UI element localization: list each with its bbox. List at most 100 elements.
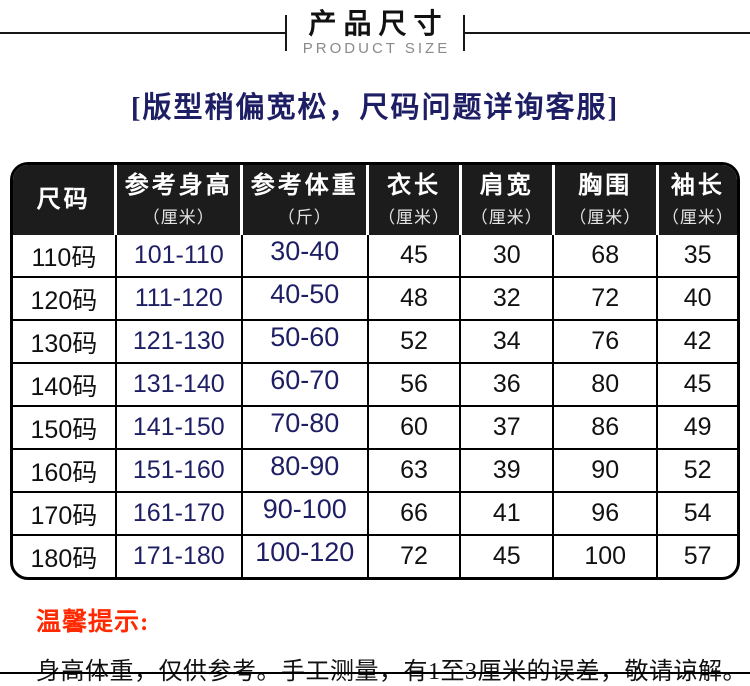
table-row: 120码 111-120 40-50 48 32 72 40 bbox=[13, 272, 737, 321]
cell: 48 bbox=[366, 276, 462, 321]
cell: 32 bbox=[459, 276, 555, 321]
table-row: 110码 101-110 30-40 45 30 68 35 bbox=[13, 231, 737, 278]
cell: 180码 bbox=[13, 534, 117, 577]
column-header: 尺码 bbox=[13, 165, 116, 235]
table-body: 110码 101-110 30-40 45 30 68 35 120码 111-120 40-50… bbox=[13, 231, 737, 577]
table-row: 150码 141-150 70-80 60 37 86 49 bbox=[13, 401, 737, 450]
column-header: 胸围 （厘米） bbox=[551, 165, 658, 235]
cell: 80 bbox=[552, 362, 659, 407]
cell: 171-180 bbox=[114, 534, 243, 577]
size-table-container: 尺码 参考身高 （厘米） 参考体重 （斤） 衣长 （厘米） 肩宽 （厘米） 胸围 （厘米） 袖长 （厘米… bbox=[10, 162, 740, 580]
page-subtitle: PRODUCT SIZE bbox=[302, 39, 451, 57]
cell: 57 bbox=[656, 534, 737, 577]
header-rule-left bbox=[0, 32, 285, 34]
cell: 60 bbox=[366, 405, 462, 450]
cell: 30 bbox=[459, 235, 555, 278]
column-header-label: 肩宽 bbox=[479, 172, 534, 200]
cell: 34 bbox=[459, 319, 555, 364]
cell: 68 bbox=[552, 235, 659, 278]
cell: 151-160 bbox=[114, 448, 243, 493]
cell: 40 bbox=[656, 276, 737, 321]
cell: 45 bbox=[366, 235, 462, 278]
cell: 45 bbox=[459, 534, 555, 577]
cell: 160码 bbox=[13, 448, 117, 493]
cell: 90-100 bbox=[240, 487, 369, 532]
cell: 111-120 bbox=[114, 276, 243, 321]
cell: 121-130 bbox=[114, 319, 243, 364]
column-header: 参考身高 （厘米） bbox=[114, 165, 242, 235]
table-row: 170码 161-170 90-100 66 41 96 54 bbox=[13, 487, 737, 536]
cell: 39 bbox=[459, 448, 555, 493]
cell: 72 bbox=[552, 276, 659, 321]
page-title-block: 产品尺寸 PRODUCT SIZE bbox=[287, 9, 463, 56]
column-header-unit: （厘米） bbox=[378, 207, 451, 227]
table-row: 180码 171-180 100-120 72 45 100 57 bbox=[13, 530, 737, 577]
header-tick-right bbox=[463, 15, 466, 51]
column-header-unit: （厘米） bbox=[470, 207, 543, 227]
table-row: 160码 151-160 80-90 63 39 90 52 bbox=[13, 444, 737, 493]
column-header: 袖长 （厘米） bbox=[655, 165, 737, 235]
cell: 130码 bbox=[13, 319, 117, 364]
bottom-divider bbox=[0, 672, 750, 674]
column-header-unit: （斤） bbox=[277, 207, 332, 227]
cell: 72 bbox=[366, 534, 462, 577]
column-header-unit: （厘米） bbox=[661, 207, 734, 227]
cell: 66 bbox=[366, 491, 462, 536]
cell: 100 bbox=[552, 534, 659, 577]
cell: 35 bbox=[656, 235, 737, 278]
cell: 101-110 bbox=[114, 235, 243, 278]
cell: 110码 bbox=[13, 235, 117, 278]
header-tick-left bbox=[284, 15, 287, 51]
cell: 170码 bbox=[13, 491, 117, 536]
cell: 63 bbox=[366, 448, 462, 493]
cell: 56 bbox=[366, 362, 462, 407]
cell: 80-90 bbox=[240, 444, 369, 489]
column-header-label: 衣长 bbox=[387, 172, 442, 200]
cell: 70-80 bbox=[240, 401, 369, 446]
column-header-label: 尺码 bbox=[36, 185, 91, 213]
cell: 30-40 bbox=[240, 231, 369, 274]
cell: 86 bbox=[552, 405, 659, 450]
cell: 161-170 bbox=[114, 491, 243, 536]
cell: 41 bbox=[459, 491, 555, 536]
header-rule-right bbox=[465, 32, 750, 34]
cell: 90 bbox=[552, 448, 659, 493]
measurement-note: 身高体重，仅供参考。手工测量，有1至3厘米的误差，敬请谅解。 bbox=[36, 659, 747, 685]
column-header-label: 袖长 bbox=[670, 172, 725, 200]
cell: 40-50 bbox=[240, 272, 369, 317]
cell: 150码 bbox=[13, 405, 117, 450]
column-header-label: 参考体重 bbox=[250, 172, 359, 200]
column-header-label: 参考身高 bbox=[124, 172, 233, 200]
warm-tip-label: 温馨提示: bbox=[36, 609, 150, 636]
cell: 141-150 bbox=[114, 405, 243, 450]
cell: 52 bbox=[656, 448, 737, 493]
cell: 60-70 bbox=[240, 358, 369, 403]
cell: 36 bbox=[459, 362, 555, 407]
page-title: 产品尺寸 bbox=[308, 8, 449, 40]
cell: 140码 bbox=[13, 362, 117, 407]
cell: 50-60 bbox=[240, 315, 369, 360]
column-header: 衣长 （厘米） bbox=[366, 165, 461, 235]
fit-notice: [版型稍偏宽松，尺码问题详询客服] bbox=[130, 92, 620, 124]
cell: 54 bbox=[656, 491, 737, 536]
column-header: 肩宽 （厘米） bbox=[458, 165, 554, 235]
table-row: 130码 121-130 50-60 52 34 76 42 bbox=[13, 315, 737, 364]
cell: 42 bbox=[656, 319, 737, 364]
cell: 45 bbox=[656, 362, 737, 407]
cell: 52 bbox=[366, 319, 462, 364]
column-header-label: 胸围 bbox=[578, 172, 633, 200]
table-row: 140码 131-140 60-70 56 36 80 45 bbox=[13, 358, 737, 407]
column-header: 参考体重 （斤） bbox=[240, 165, 368, 235]
cell: 76 bbox=[552, 319, 659, 364]
cell: 100-120 bbox=[240, 530, 369, 573]
table-header-row: 尺码 参考身高 （厘米） 参考体重 （斤） 衣长 （厘米） 肩宽 （厘米） 胸围 （厘米） 袖长 （厘米… bbox=[13, 165, 737, 235]
column-header-unit: （厘米） bbox=[142, 207, 215, 227]
cell: 120码 bbox=[13, 276, 117, 321]
cell: 37 bbox=[459, 405, 555, 450]
cell: 96 bbox=[552, 491, 659, 536]
size-table: 尺码 参考身高 （厘米） 参考体重 （斤） 衣长 （厘米） 肩宽 （厘米） 胸围 （厘米） 袖长 （厘米… bbox=[13, 165, 737, 577]
header-banner: 产品尺寸 PRODUCT SIZE bbox=[0, 0, 750, 66]
cell: 49 bbox=[656, 405, 737, 450]
column-header-unit: （厘米） bbox=[569, 207, 642, 227]
cell: 131-140 bbox=[114, 362, 243, 407]
